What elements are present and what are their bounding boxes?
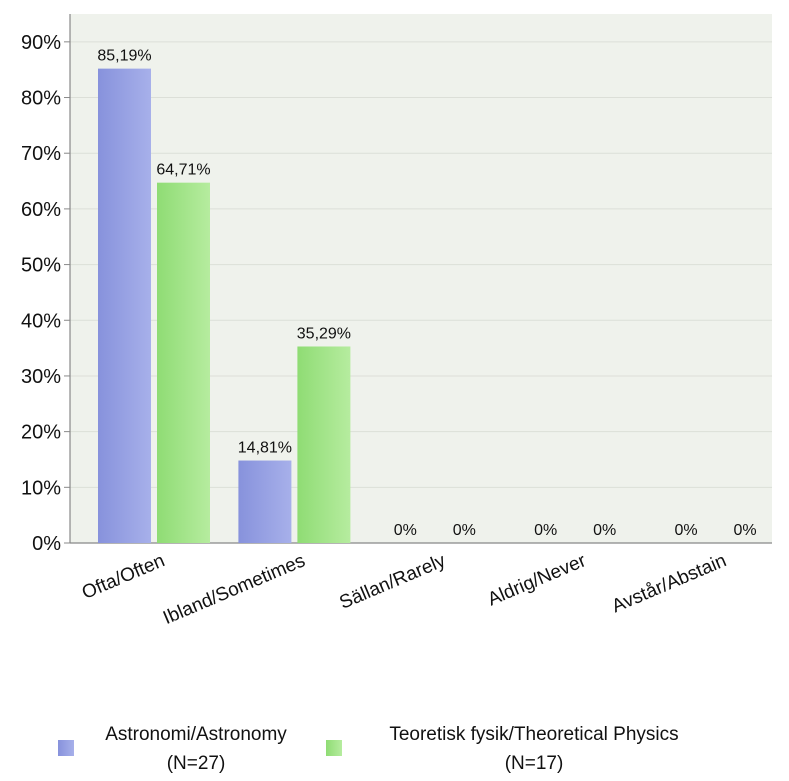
data-label: 0% — [734, 522, 757, 539]
legend: Astronomi/Astronomy (N=27) Teoretisk fysik… — [58, 724, 679, 774]
x-category-label: Ibland/Sometimes — [160, 550, 308, 629]
data-label: 0% — [394, 522, 417, 539]
y-tick-label: 60% — [21, 199, 61, 221]
y-tick-label: 10% — [21, 477, 61, 499]
legend-label: (N=27) — [167, 753, 226, 774]
x-category-label: Aldrig/Never — [485, 550, 590, 610]
bar-theoretical-physics — [297, 346, 351, 543]
x-category-label: Ofta/Often — [79, 550, 168, 604]
y-tick-labels: 0% 10% 20% 30% 40% 50% 60% 70% 80% 90% — [21, 32, 61, 555]
data-label: 0% — [675, 522, 698, 539]
y-tick-label: 70% — [21, 143, 61, 165]
data-label: 35,29% — [297, 325, 351, 342]
legend-label: Astronomi/Astronomy — [105, 724, 287, 745]
y-tick-label: 20% — [21, 422, 61, 444]
bar-astronomy — [238, 460, 292, 543]
legend-label: (N=17) — [505, 753, 564, 774]
data-label: 85,19% — [97, 48, 151, 65]
y-tick-label: 80% — [21, 88, 61, 110]
bars — [98, 68, 351, 543]
data-labels: 85,19% 64,71% 14,81% 35,29% 0% 0% 0% 0% 0% 0% — [97, 48, 756, 539]
y-tick-label: 0% — [32, 533, 61, 555]
x-category-label: Sällan/Rarely — [337, 550, 450, 614]
legend-swatch — [58, 740, 74, 756]
data-label: 0% — [453, 522, 476, 539]
bar-theoretical-physics — [157, 182, 210, 543]
y-tick-label: 30% — [21, 366, 61, 388]
legend-label: Teoretisk fysik/Theoretical Physics — [389, 724, 678, 745]
y-tick-label: 40% — [21, 310, 61, 332]
y-tick-label: 50% — [21, 255, 61, 277]
data-label: 0% — [593, 522, 616, 539]
legend-swatch — [326, 740, 342, 756]
y-tick-label: 90% — [21, 32, 61, 54]
data-label: 0% — [534, 522, 557, 539]
bar-astronomy — [98, 68, 151, 543]
data-label: 14,81% — [238, 440, 292, 457]
x-category-label: Avstår/Abstain — [609, 550, 730, 617]
data-label: 64,71% — [156, 162, 210, 179]
